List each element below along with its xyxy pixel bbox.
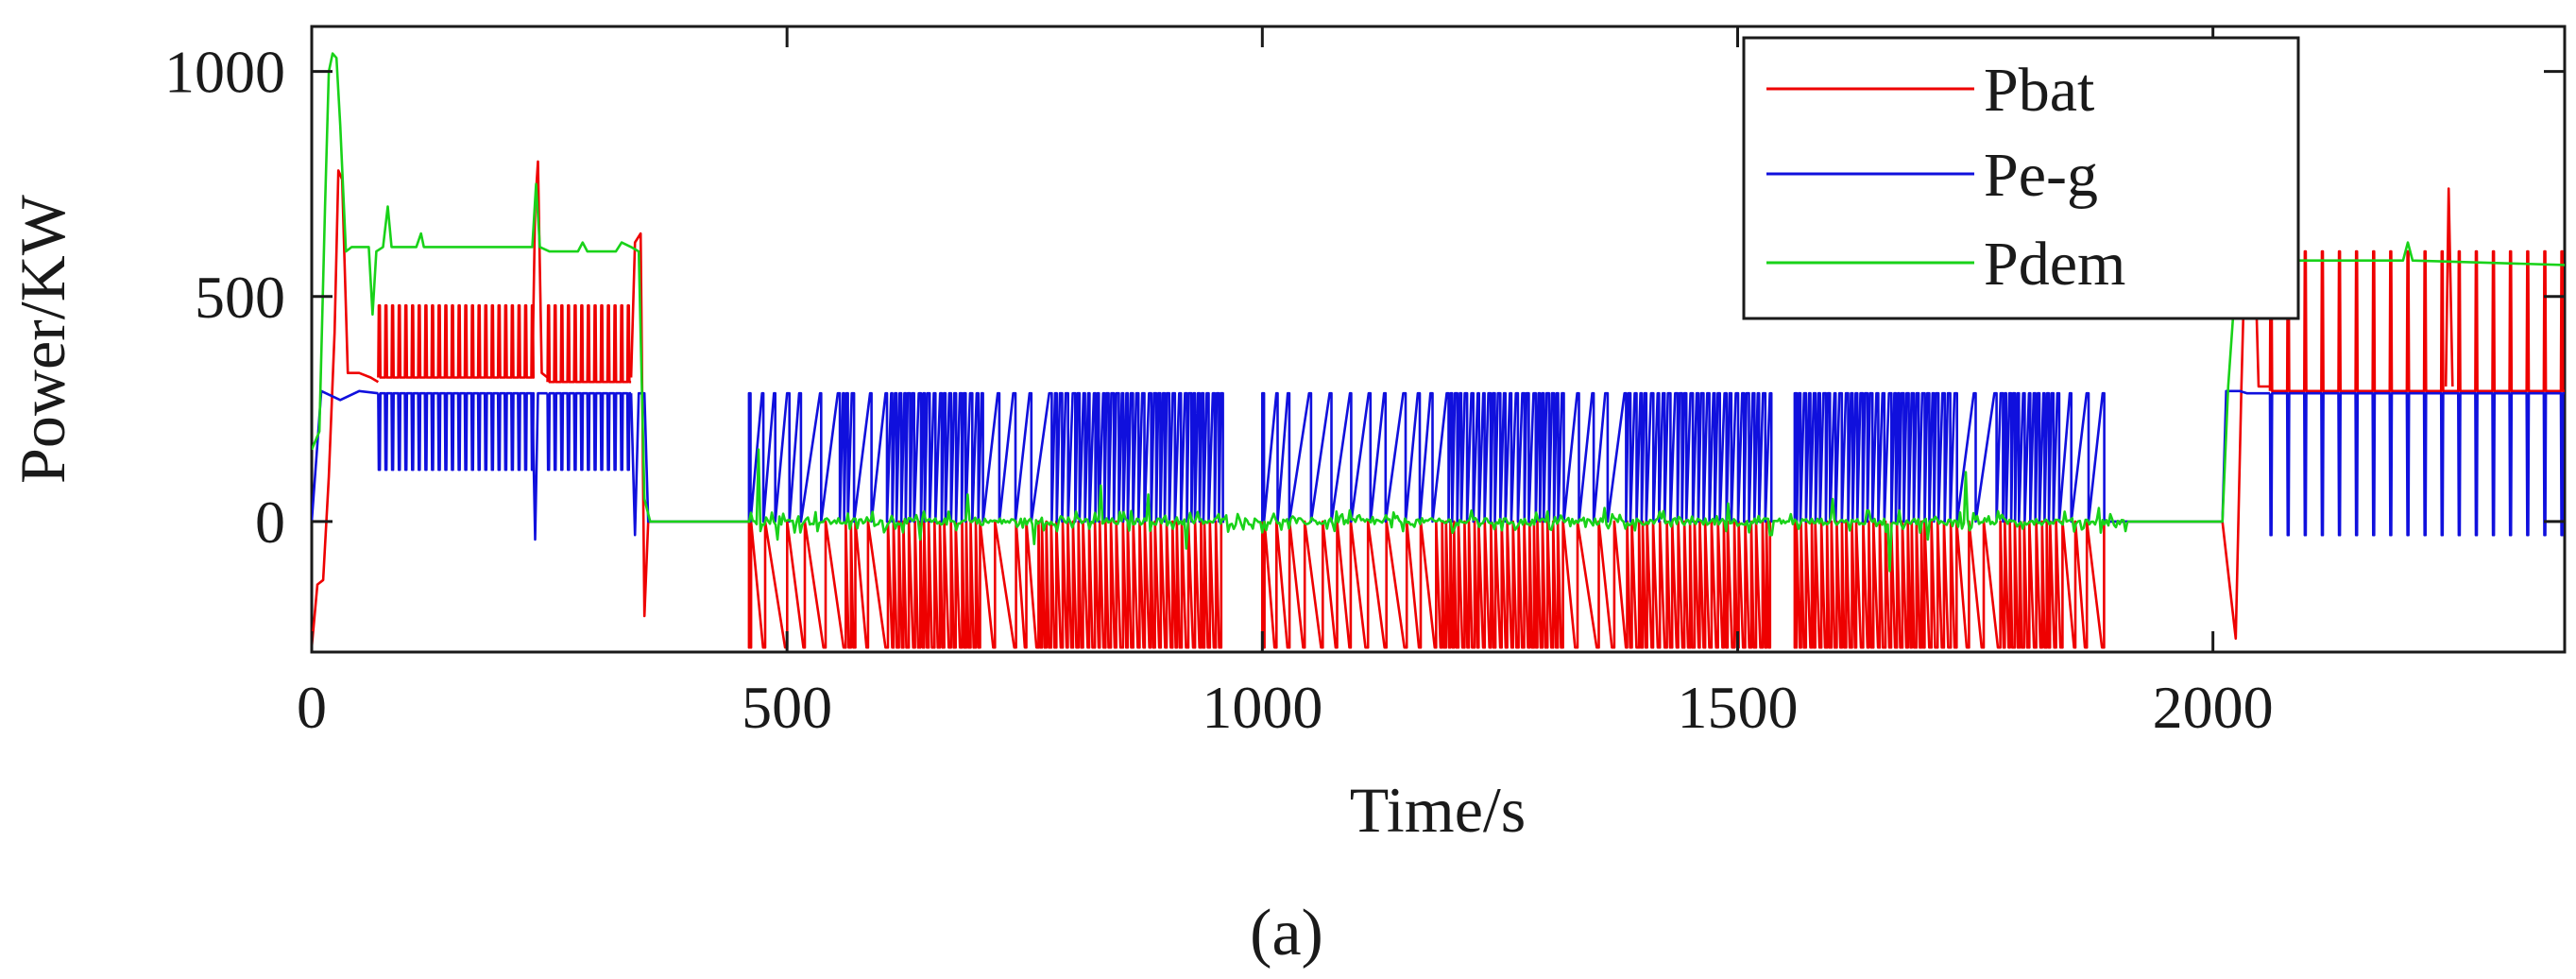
x-tick-label: 1500 [1677, 674, 1798, 741]
series-line-pbat-2 [531, 160, 549, 379]
legend-label-pdem: Pdem [1984, 230, 2125, 299]
series-line-pbat-0 [312, 169, 380, 648]
series-line-pbat-10 [2444, 187, 2454, 387]
y-tick-label: 500 [195, 264, 285, 331]
legend-label-pe-g: Pe-g [1984, 141, 2098, 210]
series-line-pe-g-6 [1261, 391, 1773, 524]
y-tick-label: 1000 [164, 39, 285, 106]
series-line-pbat-9 [2268, 249, 2565, 393]
x-axis-label: Time/s [1350, 774, 1526, 846]
series-line-pbat-1 [377, 304, 535, 379]
x-tick-label: 0 [297, 674, 327, 741]
x-tick-label: 500 [742, 674, 832, 741]
series-line-pbat-7 [1793, 520, 2108, 649]
series-line-pe-g-3 [546, 391, 632, 472]
legend: Pbat Pe-g Pdem [1742, 36, 2300, 320]
series-line-pdem-1 [747, 448, 2129, 573]
series-line-pbat-5 [747, 520, 1225, 649]
x-axis-ticks: 0 500 1000 1500 2000 [297, 26, 2274, 741]
series-line-pbat-3 [546, 304, 632, 384]
series-line-pe-g-5 [747, 391, 1225, 524]
figure-caption: (a) [1250, 897, 1323, 970]
series-line-pe-g-1 [377, 391, 535, 472]
x-tick-label: 1000 [1202, 674, 1322, 741]
y-axis-label: Power/KW [7, 194, 78, 484]
series-line-pbat-6 [1261, 520, 1772, 649]
series-line-pe-g-2 [531, 391, 548, 541]
series-layer [312, 52, 2565, 649]
y-tick-label: 0 [255, 489, 285, 556]
series-line-pe-g-7 [1793, 391, 2108, 524]
legend-box [1742, 36, 2300, 320]
x-tick-label: 2000 [2153, 674, 2274, 741]
legend-label-pbat: Pbat [1984, 56, 2094, 125]
series-line-pe-g-9 [2268, 391, 2565, 537]
series-line-pdem-0 [312, 52, 749, 524]
y-axis-ticks: 0 500 1000 [164, 39, 2565, 556]
